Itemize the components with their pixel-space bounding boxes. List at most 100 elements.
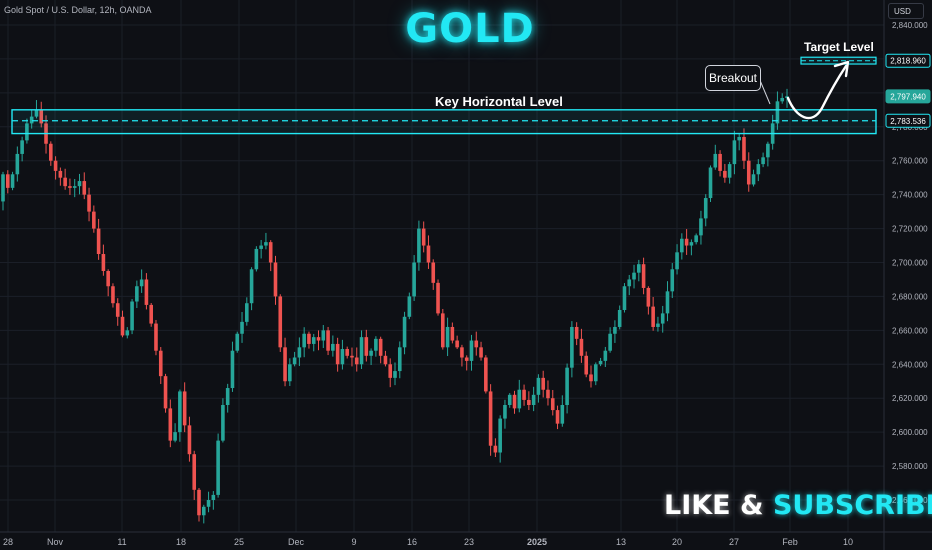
candle [197,487,201,522]
candle [455,335,459,350]
candle [321,325,326,349]
candle [412,255,416,301]
candle [441,308,445,350]
candle [369,348,373,366]
candle [527,391,531,411]
price-tick-label: 2,600.000 [892,428,928,437]
time-tick-label: 18 [176,537,186,547]
subscribe-text: SUBSCRIBE [772,490,932,521]
candle [603,346,608,367]
candle [546,380,550,406]
candle [20,136,24,162]
candle [10,171,15,191]
candle [775,91,780,130]
candle [436,279,440,316]
candle [660,305,665,333]
chart-grid [0,0,884,532]
price-tick-label: 2,740.000 [892,191,928,200]
candle [450,322,455,344]
candle [723,163,727,183]
candle [192,450,197,500]
time-tick-label: 25 [234,537,244,547]
candle [670,263,675,299]
price-tick-label: 2,660.000 [892,326,928,335]
candle [388,358,393,388]
candle [703,194,708,227]
chart-title: GOLD [405,6,535,52]
time-tick-label: 23 [464,537,474,547]
candle [316,330,321,351]
candle [637,259,641,282]
price-tick-label: 2,700.000 [892,259,928,268]
candle [292,351,297,367]
candle [570,321,574,378]
candle [780,93,785,104]
currency-selector[interactable]: USD [888,3,924,19]
candle [268,240,273,272]
candle [49,141,53,166]
time-tick-label: 2025 [527,537,547,547]
candle [383,350,388,367]
candle [235,331,240,353]
candle [53,156,58,180]
candle [766,141,770,167]
candle [96,218,101,260]
candle [680,233,684,260]
time-tick-label: 13 [616,537,626,547]
candle [507,393,512,408]
candle [574,322,579,346]
candle [130,299,134,335]
candle [512,390,517,414]
candle [115,298,120,326]
candle [158,347,163,384]
candle [484,355,488,394]
candle [249,267,254,311]
candle [111,283,115,308]
candle [598,357,603,367]
candle [479,341,483,361]
candle [168,399,173,448]
time-tick-label: Feb [782,537,798,547]
candle [378,336,383,364]
candle [684,229,689,255]
candle [187,416,192,462]
key-level-zone [11,109,877,135]
candle [617,305,622,330]
candle [393,362,397,386]
price-label-key: 2,783.536 [885,113,931,128]
candle [307,331,311,349]
time-axis: 28 Nov 11 18 25 Dec 9 16 23 2025 13 20 27 Feb 10 [0,531,932,547]
candle [240,312,244,343]
level-zones [11,56,877,135]
candle [273,255,278,305]
candle [5,170,10,194]
candle [402,311,407,355]
candle [699,210,703,245]
time-tick-label: 28 [3,537,13,547]
candle [283,337,287,387]
candle [149,303,153,327]
candle [216,433,220,498]
candle [742,128,746,169]
candle [689,239,694,256]
candle [331,335,335,357]
price-tick-label: 2,840.000 [892,21,928,30]
candle [584,351,589,378]
candle [230,341,235,392]
candle [608,327,612,353]
candle [737,133,741,151]
candle [613,320,617,343]
candle [589,365,593,388]
time-tick-label: 10 [843,537,853,547]
candle [359,330,364,369]
candle [25,118,29,144]
time-tick-label: 9 [351,537,356,547]
projection-arrow-path [786,64,848,120]
candle [29,110,34,129]
key-level-label: Key Horizontal Level [435,94,563,109]
candle [488,384,493,456]
candle [460,344,464,367]
candle [354,347,359,372]
candle [311,333,316,352]
